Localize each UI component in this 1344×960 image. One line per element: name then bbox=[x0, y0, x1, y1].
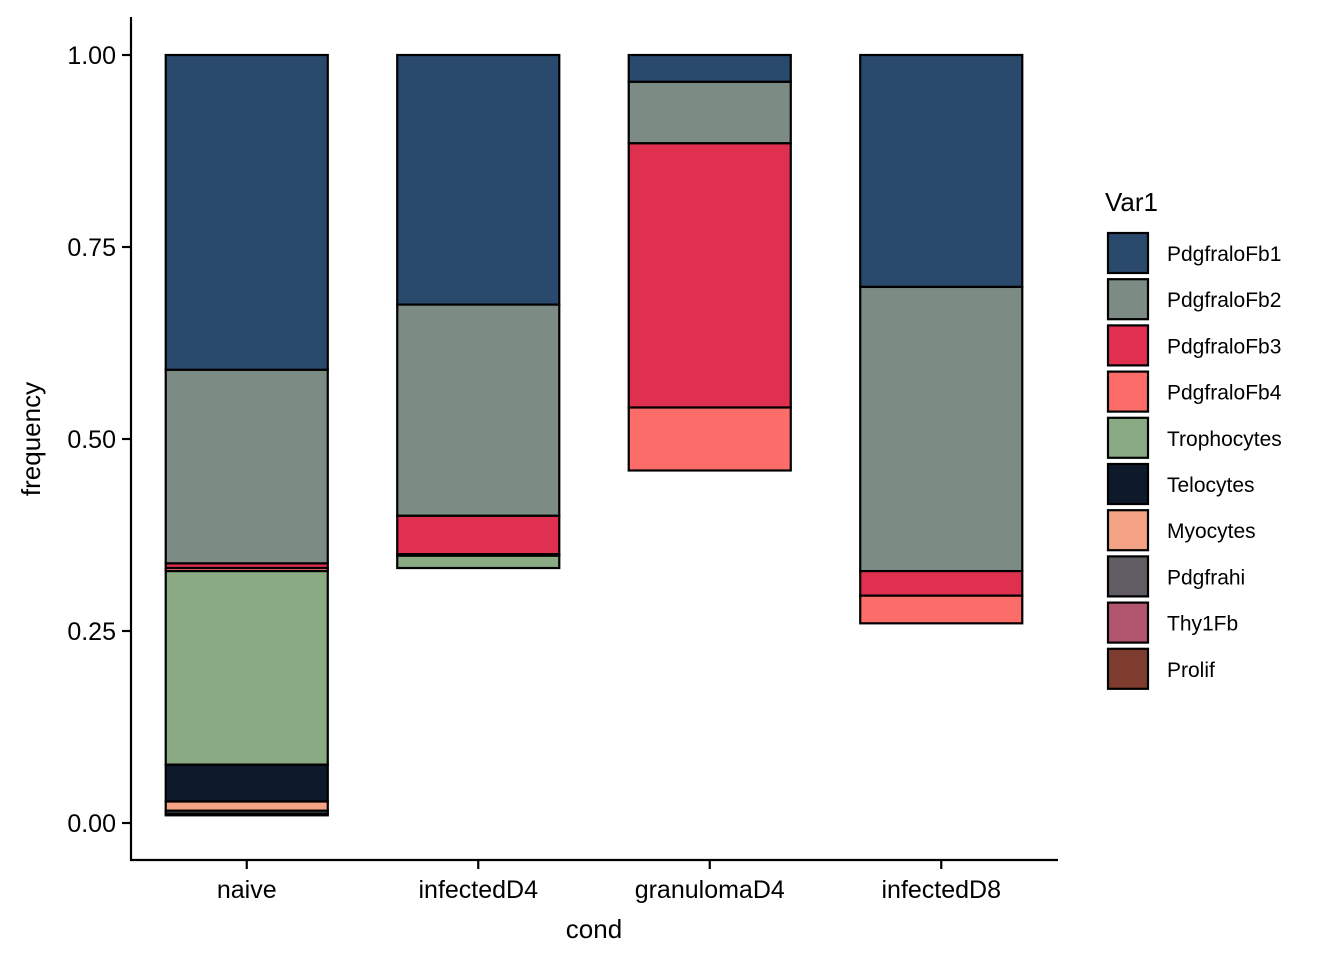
bar-group-granulomaD4 bbox=[627, 53, 792, 472]
legend-title: Var1 bbox=[1105, 187, 1158, 217]
y-tick-label: 0.75 bbox=[67, 234, 116, 262]
x-tick-label-granulomaD4: granulomaD4 bbox=[635, 876, 785, 904]
legend-item-Myocytes: Myocytes bbox=[1106, 509, 1256, 552]
legend-swatch-PdgfraloFb1 bbox=[1106, 231, 1150, 275]
legend-label-PdgfraloFb4: PdgfraloFb4 bbox=[1167, 382, 1282, 405]
bar-segment-naive-PdgfraloFb1 bbox=[164, 53, 329, 371]
bar-segment-infectedD8-PdgfraloFb2 bbox=[859, 285, 1024, 573]
bar-segment-naive-Myocytes bbox=[164, 800, 329, 812]
bar-segment-granulomaD4-PdgfraloFb1 bbox=[627, 53, 792, 83]
bar-segment-infectedD4-PdgfraloFb3 bbox=[396, 514, 561, 556]
legend-label-Pdgfrahi: Pdgfrahi bbox=[1167, 566, 1245, 589]
legend-label-Telocytes: Telocytes bbox=[1167, 474, 1255, 497]
bar-segment-granulomaD4-PdgfraloFb2 bbox=[627, 80, 792, 145]
legend-swatch-Pdgfrahi bbox=[1106, 555, 1150, 598]
y-tick-label: 0.00 bbox=[67, 810, 116, 838]
legend-swatch-Prolif bbox=[1106, 647, 1150, 690]
bar-segment-infectedD8-PdgfraloFb4 bbox=[859, 594, 1024, 625]
legend-item-Trophocytes: Trophocytes bbox=[1106, 416, 1282, 459]
bar-segment-naive-Telocytes bbox=[164, 763, 329, 803]
bar-segment-infectedD4-PdgfraloFb2 bbox=[396, 303, 561, 517]
x-axis-title: cond bbox=[566, 914, 622, 944]
bar-group-infectedD8 bbox=[859, 53, 1024, 625]
x-tick-label-infectedD4: infectedD4 bbox=[418, 876, 538, 904]
legend-item-Telocytes: Telocytes bbox=[1106, 462, 1255, 506]
bar-group-naive bbox=[164, 53, 329, 817]
x-tick-label-infectedD8: infectedD8 bbox=[881, 876, 1001, 904]
legend-swatch-PdgfraloFb2 bbox=[1106, 278, 1150, 321]
legend-item-Thy1Fb: Thy1Fb bbox=[1106, 601, 1238, 644]
legend-label-PdgfraloFb3: PdgfraloFb3 bbox=[1167, 335, 1281, 358]
bar-segment-infectedD8-PdgfraloFb3 bbox=[859, 569, 1024, 597]
legend-item-Pdgfrahi: Pdgfrahi bbox=[1106, 555, 1245, 598]
legend: Var1 PdgfraloFb1PdgfraloFb2PdgfraloFb3Pd… bbox=[1105, 187, 1282, 690]
legend-swatch-PdgfraloFb3 bbox=[1106, 324, 1150, 367]
bar-segment-naive-PdgfraloFb2 bbox=[164, 368, 329, 565]
bar-segment-naive-Trophocytes bbox=[164, 569, 329, 766]
legend-swatch-PdgfraloFb4 bbox=[1106, 370, 1150, 413]
bar-segment-granulomaD4-PdgfraloFb4 bbox=[627, 406, 792, 472]
x-ticks: naive infectedD4 granulomaD4 infectedD8 bbox=[217, 860, 1001, 904]
legend-item-Prolif: Prolif bbox=[1106, 647, 1215, 690]
legend-swatch-Trophocytes bbox=[1106, 416, 1150, 459]
bar-group-infectedD4 bbox=[396, 53, 561, 570]
legend-swatch-Telocytes bbox=[1106, 462, 1150, 506]
y-tick-label: 0.25 bbox=[67, 618, 116, 646]
legend-label-Trophocytes: Trophocytes bbox=[1167, 428, 1282, 451]
legend-item-PdgfraloFb4: PdgfraloFb4 bbox=[1106, 370, 1282, 413]
legend-swatch-Myocytes bbox=[1106, 509, 1150, 552]
legend-label-Thy1Fb: Thy1Fb bbox=[1167, 613, 1238, 636]
legend-item-PdgfraloFb1: PdgfraloFb1 bbox=[1106, 231, 1281, 275]
y-ticks: 0.00 0.25 0.50 0.75 1.00 bbox=[67, 42, 131, 838]
legend-label-Myocytes: Myocytes bbox=[1167, 520, 1256, 543]
bar-segment-infectedD8-PdgfraloFb1 bbox=[859, 53, 1024, 289]
legend-label-PdgfraloFb1: PdgfraloFb1 bbox=[1167, 243, 1281, 266]
legend-label-PdgfraloFb2: PdgfraloFb2 bbox=[1167, 289, 1281, 312]
y-tick-label: 0.50 bbox=[67, 426, 116, 454]
y-axis-title: frequency bbox=[16, 382, 46, 496]
legend-item-PdgfraloFb2: PdgfraloFb2 bbox=[1106, 278, 1281, 321]
legend-items: PdgfraloFb1 PdgfraloFb2 PdgfraloFb3 Pdgfral… bbox=[1106, 231, 1282, 690]
bar-segment-infectedD4-Trophocytes bbox=[396, 554, 561, 570]
legend-item-PdgfraloFb3: PdgfraloFb3 bbox=[1106, 324, 1281, 367]
bar-segment-granulomaD4-PdgfraloFb3 bbox=[627, 142, 792, 409]
y-tick-label: 1.00 bbox=[67, 42, 116, 70]
bars-layer bbox=[164, 53, 1024, 817]
x-tick-label-naive: naive bbox=[217, 876, 277, 904]
bar-segment-infectedD4-PdgfraloFb1 bbox=[396, 53, 561, 306]
bar-segment-naive-Prolif bbox=[164, 812, 329, 817]
legend-label-Prolif: Prolif bbox=[1167, 659, 1215, 682]
legend-swatch-Thy1Fb bbox=[1106, 601, 1150, 644]
